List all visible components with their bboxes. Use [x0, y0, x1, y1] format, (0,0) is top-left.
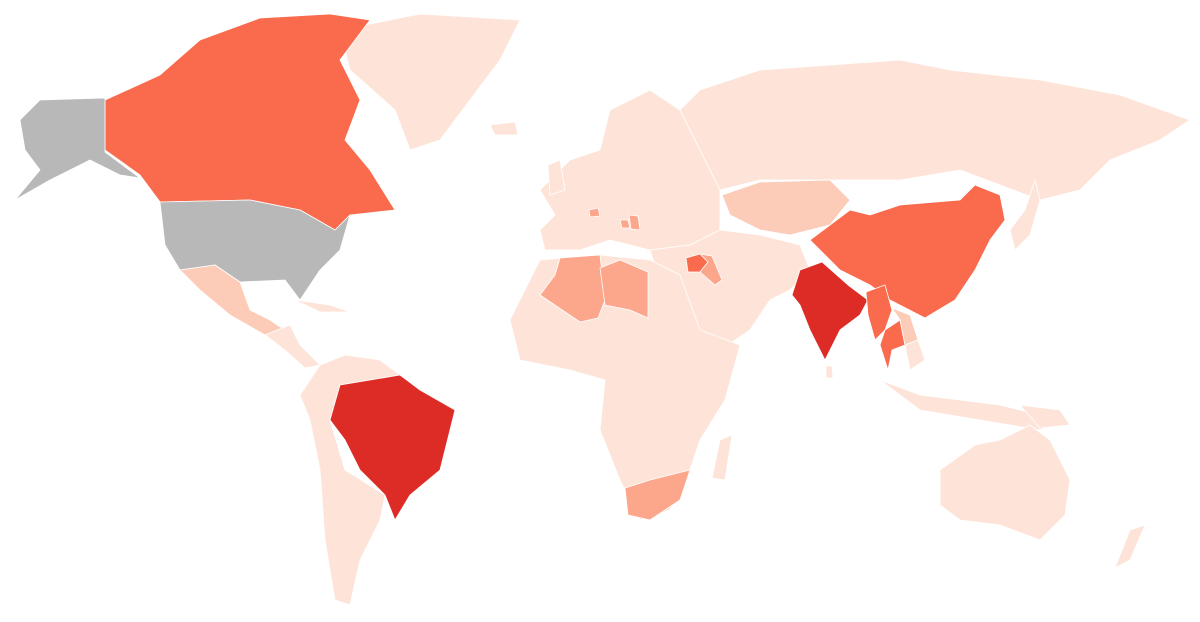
country-iraq[interactable]: [699, 253, 723, 286]
country-serbia[interactable]: [628, 214, 641, 231]
country-uk[interactable]: [547, 159, 566, 196]
country-south-america-west[interactable]: [299, 354, 401, 606]
country-south-africa[interactable]: [624, 469, 691, 521]
country-brazil[interactable]: [329, 374, 456, 521]
country-mexico[interactable]: [179, 264, 286, 336]
country-central-america[interactable]: [264, 324, 321, 369]
country-cuba[interactable]: [294, 299, 351, 313]
country-algeria[interactable]: [539, 254, 606, 323]
country-new-zealand[interactable]: [1114, 524, 1146, 569]
country-papua-new-guinea[interactable]: [1019, 404, 1071, 429]
country-iceland[interactable]: [489, 121, 519, 136]
country-madagascar[interactable]: [711, 434, 733, 481]
country-australia[interactable]: [939, 424, 1071, 541]
country-greenland[interactable]: [339, 13, 521, 151]
country-japan[interactable]: [1009, 179, 1041, 251]
country-sri-lanka[interactable]: [825, 365, 834, 379]
country-russia[interactable]: [679, 59, 1191, 201]
country-bosnia[interactable]: [619, 219, 631, 229]
country-switzerland[interactable]: [588, 207, 601, 218]
country-india[interactable]: [791, 261, 869, 361]
country-alaska[interactable]: [14, 97, 141, 201]
country-libya[interactable]: [599, 259, 649, 319]
